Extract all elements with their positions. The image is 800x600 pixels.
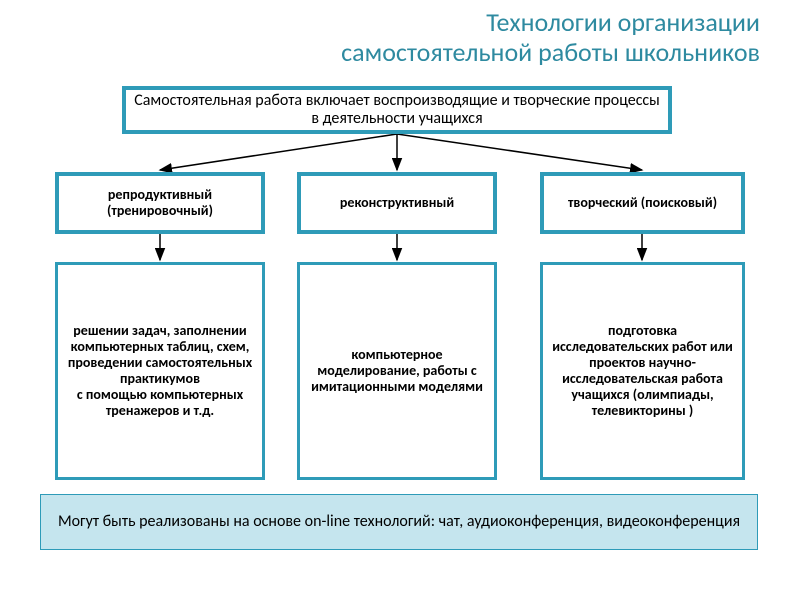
- node-text-root: Самостоятельная работа включает воспроиз…: [126, 88, 668, 133]
- title-line1: Технологии организации: [0, 8, 760, 38]
- node-cat1: репродуктивный (тренировочный): [55, 172, 265, 234]
- footer-box: Могут быть реализованы на основе on-line…: [40, 494, 758, 550]
- edge-root-cat3: [397, 134, 642, 170]
- node-text-cat2: реконструктивный: [334, 191, 460, 215]
- edge-root-cat1: [160, 134, 397, 170]
- node-desc3: подготовка исследовательских работ или п…: [540, 262, 745, 480]
- node-text-desc1: решении задач, заполнении компьютерных т…: [58, 319, 262, 424]
- node-desc2: компьютерное моделирование, работы с ими…: [297, 262, 497, 480]
- page-title: Технологии организации самостоятельной р…: [0, 0, 800, 72]
- title-line2: самостоятельной работы школьников: [0, 38, 760, 68]
- node-desc1: решении задач, заполнении компьютерных т…: [55, 262, 265, 480]
- node-cat3: творческий (поисковый): [540, 172, 745, 234]
- node-text-cat3: творческий (поисковый): [562, 191, 723, 215]
- footer-text: Могут быть реализованы на основе on-line…: [52, 509, 746, 535]
- node-cat2: реконструктивный: [297, 172, 497, 234]
- node-text-cat1: репродуктивный (тренировочный): [59, 183, 261, 223]
- node-root: Самостоятельная работа включает воспроиз…: [122, 86, 672, 134]
- node-text-desc3: подготовка исследовательских работ или п…: [543, 319, 742, 424]
- node-text-desc2: компьютерное моделирование, работы с ими…: [300, 343, 494, 399]
